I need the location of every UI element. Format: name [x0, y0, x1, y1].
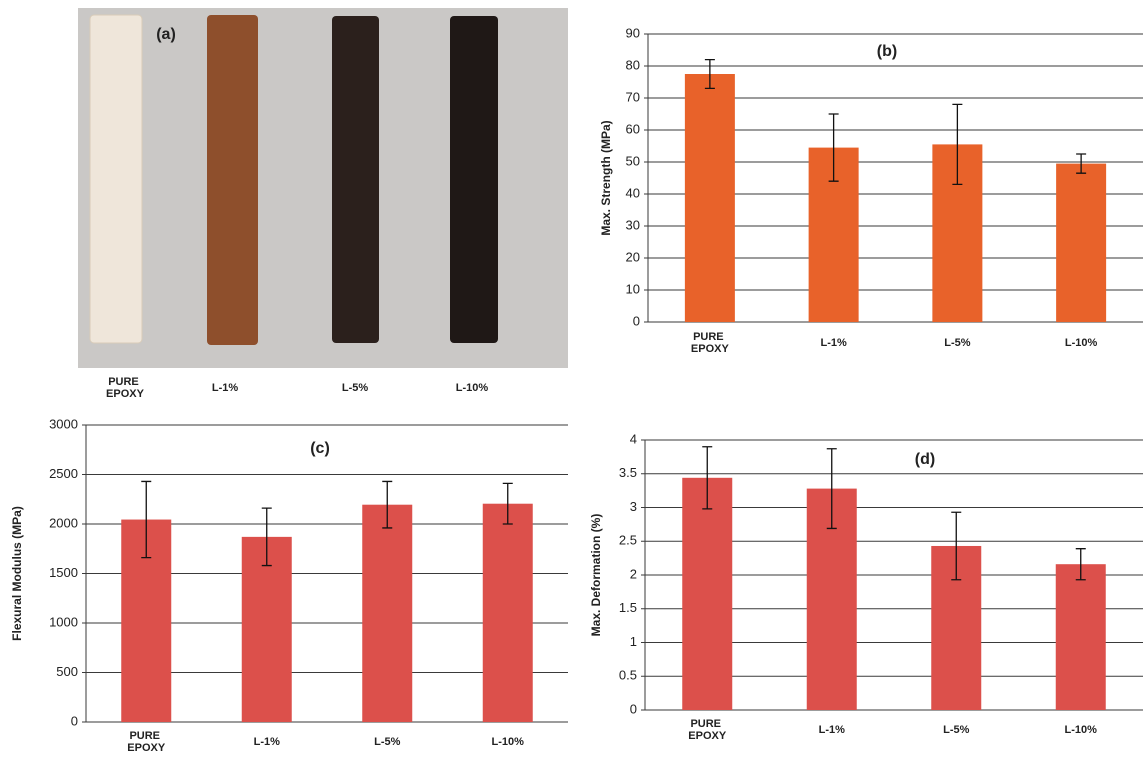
y-tick-label: 0.5 — [619, 668, 637, 683]
sample-label: PURE EPOXY — [106, 376, 145, 400]
sample-strip — [450, 16, 498, 343]
y-axis-label: Max. Deformation (%) — [589, 514, 603, 637]
sample-strip — [332, 16, 379, 343]
y-tick-label: 3 — [630, 499, 637, 514]
bar — [241, 536, 292, 722]
y-tick-label: 2500 — [49, 466, 78, 481]
y-tick-label: 80 — [626, 57, 640, 72]
y-tick-label: 1500 — [49, 565, 78, 580]
y-tick-label: 3000 — [49, 416, 78, 431]
y-tick-label: 0 — [630, 701, 637, 716]
y-tick-label: 2.5 — [619, 533, 637, 548]
y-tick-label: 90 — [626, 25, 640, 40]
y-tick-label: 0 — [71, 713, 78, 728]
error-bar — [261, 507, 272, 567]
bar — [362, 504, 413, 722]
x-tick-label: PURE EPOXY — [691, 331, 730, 355]
y-tick-label: 4 — [630, 431, 637, 446]
error-bar — [951, 511, 962, 581]
error-bar — [1076, 153, 1087, 174]
chart: 0 0.5 1 1.5 2 2.5 3 3.5 4 Max. Deformation (%) (d)… — [589, 431, 1143, 742]
chart-title: (c) — [310, 440, 330, 457]
y-tick-label: 30 — [626, 217, 640, 232]
sample-strip — [207, 15, 258, 345]
sample-label: L-1% — [212, 382, 239, 394]
x-tick-label: L-10% — [492, 736, 525, 748]
error-bar — [704, 58, 715, 90]
y-tick-label: 0 — [633, 313, 640, 328]
error-bar — [382, 480, 393, 529]
sample-label: L-10% — [456, 382, 489, 394]
y-tick-label: 50 — [626, 153, 640, 168]
y-tick-label: 1 — [630, 634, 637, 649]
error-bar — [828, 113, 839, 182]
x-tick-label: PURE EPOXY — [127, 730, 166, 754]
x-tick-label: L-10% — [1065, 337, 1098, 349]
y-tick-label: 20 — [626, 249, 640, 264]
bar — [1056, 163, 1107, 322]
y-tick-label: 2000 — [49, 515, 78, 530]
error-bar — [1075, 548, 1086, 581]
error-bar — [502, 482, 513, 525]
bar — [684, 74, 735, 322]
y-axis-label: Max. Strength (MPa) — [599, 120, 613, 235]
chart: 0 500 1000 1500 2000 2500 3000 Flexural Modulus… — [10, 416, 568, 754]
photo-panel: (a) — [78, 8, 568, 368]
error-bar — [702, 446, 713, 510]
x-tick-label: L-10% — [1065, 724, 1098, 736]
y-tick-label: 2 — [630, 566, 637, 581]
bar — [1055, 564, 1106, 710]
y-tick-label: 10 — [626, 281, 640, 296]
chart-title: (b) — [877, 43, 897, 60]
chart: 0 10 20 30 40 50 60 70 80 90 Max. Strength (MPa) (b… — [599, 25, 1143, 355]
bar — [682, 477, 733, 710]
x-tick-label: L-1% — [819, 724, 846, 736]
chart-title: (d) — [915, 451, 935, 468]
sample-label: L-5% — [342, 382, 369, 394]
error-bar — [952, 103, 963, 186]
error-bar — [826, 448, 837, 530]
x-tick-label: L-5% — [944, 337, 971, 349]
y-tick-label: 1.5 — [619, 600, 637, 615]
x-tick-label: L-1% — [254, 736, 281, 748]
panel-label: (a) — [156, 26, 176, 43]
y-tick-label: 70 — [626, 89, 640, 104]
sample-strip — [89, 14, 143, 344]
x-tick-label: L-1% — [820, 337, 847, 349]
x-tick-label: PURE EPOXY — [688, 718, 727, 742]
y-tick-label: 1000 — [49, 614, 78, 629]
y-tick-label: 60 — [626, 121, 640, 136]
error-bar — [141, 480, 152, 559]
y-tick-label: 3.5 — [619, 465, 637, 480]
y-tick-label: 40 — [626, 185, 640, 200]
x-tick-label: L-5% — [943, 724, 970, 736]
x-tick-label: L-5% — [374, 736, 401, 748]
y-axis-label: Flexural Modulus (MPa) — [10, 506, 24, 641]
bar — [482, 503, 533, 722]
y-tick-label: 500 — [56, 664, 78, 679]
